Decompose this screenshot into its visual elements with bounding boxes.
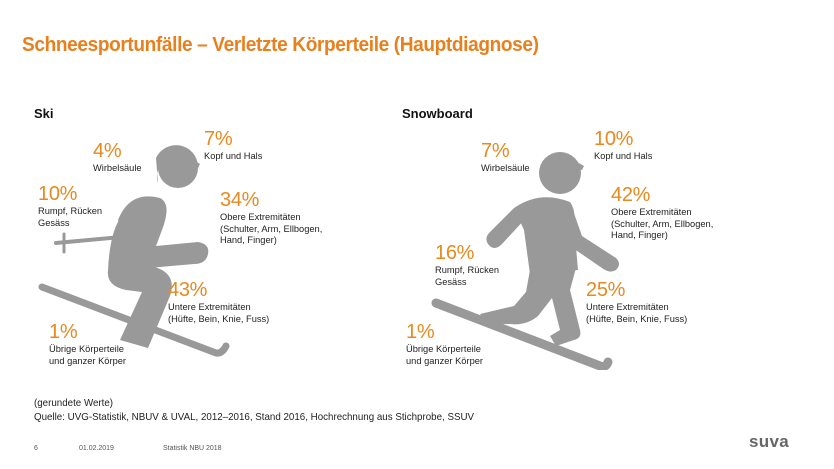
ski-stat-uebrige: 1% Übrige Körperteile und ganzer Körper: [49, 322, 126, 367]
ski-stat-wirbelsaeule: 4% Wirbelsäule: [93, 141, 142, 175]
stat-percent: 42%: [611, 184, 651, 206]
stat-percent: 10%: [38, 183, 78, 205]
stat-percent: 1%: [406, 321, 435, 343]
stat-label: Obere Extremitäten (Schulter, Arm, Ellbo…: [611, 207, 714, 240]
stat-percent: 25%: [586, 279, 626, 301]
snowboard-stat-untere: 25% Untere Extremitäten (Hüfte, Bein, Kn…: [586, 280, 687, 325]
snowboard-stat-uebrige: 1% Übrige Körperteile und ganzer Körper: [406, 322, 483, 367]
snowboard-stat-kopf: 10% Kopf und Hals: [594, 129, 652, 163]
stat-percent: 43%: [168, 279, 208, 301]
snowboard-stat-rumpf: 16% Rumpf, Rücken Gesäss: [435, 243, 499, 288]
stat-percent: 16%: [435, 242, 475, 264]
stat-label: Rumpf, Rücken Gesäss: [435, 265, 500, 287]
ski-stat-obere: 34% Obere Extremitäten (Schulter, Arm, E…: [220, 190, 322, 247]
stat-percent: 10%: [594, 128, 634, 150]
stat-label: Kopf und Hals: [204, 151, 263, 161]
stat-percent: 34%: [220, 189, 260, 211]
snowboard-heading: Snowboard: [402, 106, 473, 121]
stat-percent: 7%: [204, 128, 233, 150]
suva-logo: suva: [749, 432, 789, 451]
skier-icon: [38, 145, 230, 357]
snowboard-stat-wirbelsaeule: 7% Wirbelsäule: [481, 141, 530, 175]
ski-stat-untere: 43% Untere Extremitäten (Hüfte, Bein, Kn…: [168, 280, 269, 325]
footer-date: 01.02.2019: [79, 443, 114, 452]
snowboarder-icon: [431, 152, 619, 370]
page-title: Schneesportunfälle – Verletzte Körpertei…: [22, 33, 539, 56]
stat-label: Kopf und Hals: [594, 151, 653, 161]
source-note: Quelle: UVG-Statistik, NBUV & UVAL, 2012…: [34, 411, 475, 423]
ski-stat-kopf: 7% Kopf und Hals: [204, 129, 262, 163]
stat-percent: 7%: [481, 140, 510, 162]
stat-label: Rumpf, Rücken Gesäss: [38, 206, 103, 228]
stat-label: Untere Extremitäten (Hüfte, Bein, Knie, …: [586, 302, 688, 324]
page-number: 6: [34, 443, 38, 452]
stat-percent: 4%: [93, 140, 122, 162]
stat-label: Wirbelsäule: [93, 163, 142, 173]
ski-heading: Ski: [34, 106, 54, 121]
rounded-values-note: (gerundete Werte): [34, 397, 114, 409]
snowboard-stat-obere: 42% Obere Extremitäten (Schulter, Arm, E…: [611, 185, 713, 242]
footer-document: Statistik NBU 2018: [163, 443, 222, 452]
stat-label: Obere Extremitäten (Schulter, Arm, Ellbo…: [220, 212, 323, 245]
stat-label: Untere Extremitäten (Hüfte, Bein, Knie, …: [168, 302, 270, 324]
stat-label: Übrige Körperteile und ganzer Körper: [49, 344, 127, 366]
stat-percent: 1%: [49, 321, 78, 343]
stat-label: Übrige Körperteile und ganzer Körper: [406, 344, 484, 366]
ski-stat-rumpf: 10% Rumpf, Rücken Gesäss: [38, 184, 102, 229]
stat-label: Wirbelsäule: [481, 163, 530, 173]
